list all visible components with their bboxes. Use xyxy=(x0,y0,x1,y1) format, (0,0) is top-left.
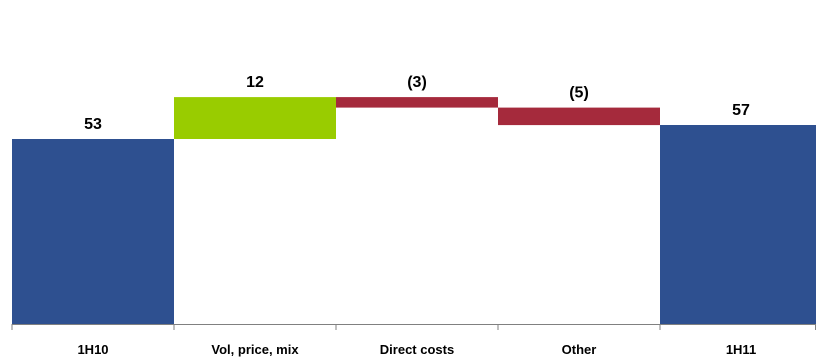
data-label-direct-costs: (3) xyxy=(407,74,427,91)
bars-group xyxy=(12,97,816,324)
x-tick-label-vol-price-mix: Vol, price, mix xyxy=(211,342,299,357)
bar-direct-costs xyxy=(336,97,498,108)
x-tick-label-1h11: 1H11 xyxy=(726,342,756,357)
x-tick-label-other: Other xyxy=(562,342,597,357)
bar-other xyxy=(498,107,660,126)
bar-1h11 xyxy=(660,125,816,324)
data-label-1h10: 53 xyxy=(84,116,102,133)
data-label-1h11: 57 xyxy=(732,102,750,119)
data-label-vol-price-mix: 12 xyxy=(246,74,264,91)
bar-1h10 xyxy=(12,139,174,324)
x-axis xyxy=(11,324,816,330)
x-tick-labels-group: 1H10 Vol, price, mix Direct costs Other 1H11 xyxy=(77,342,756,357)
data-label-other: (5) xyxy=(569,85,589,102)
x-tick-label-direct-costs: Direct costs xyxy=(380,342,454,357)
x-tick-label-1h10: 1H10 xyxy=(77,342,108,357)
bar-vol-price-mix xyxy=(174,97,336,139)
data-labels-group: 53 12 (3) (5) 57 xyxy=(84,74,750,133)
